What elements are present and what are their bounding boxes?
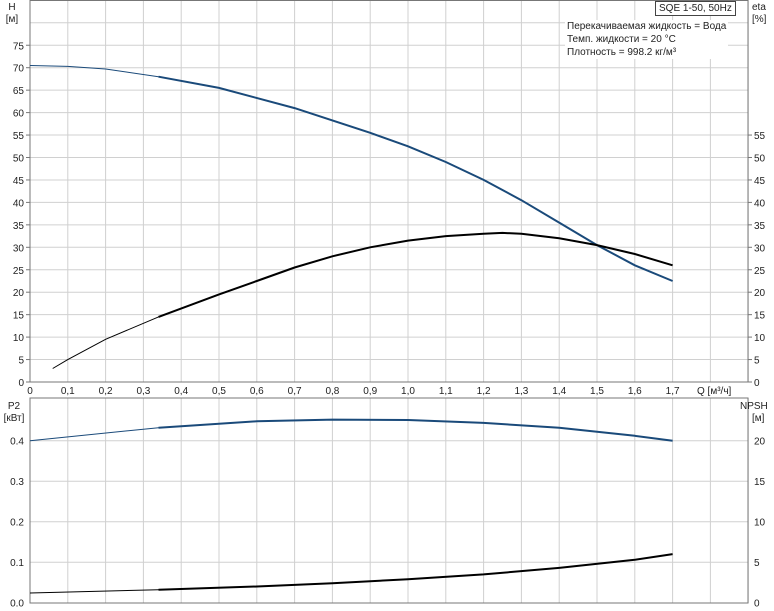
- x-tick: 1,2: [477, 386, 491, 397]
- x-tick: 0,7: [288, 386, 302, 397]
- y-tick-left: 15: [13, 311, 25, 322]
- y-tick-right: 15: [754, 311, 766, 322]
- y-axis-label-right: eta: [752, 2, 766, 13]
- model-label: SQE 1-50, 50Hz: [655, 1, 736, 16]
- y-tick-left: 10: [13, 333, 25, 344]
- power-curve-thin: [29, 427, 159, 442]
- y-tick-left: 0.4: [10, 437, 24, 448]
- y-tick-left: 0.0: [10, 599, 24, 610]
- y-tick-right: 10: [754, 518, 766, 529]
- x-tick: 0: [27, 386, 33, 397]
- y-tick-right: 35: [754, 221, 766, 232]
- y-tick-right: 5: [754, 356, 760, 367]
- y-axis-unit-right: [%]: [752, 14, 767, 25]
- y-tick-right: 50: [754, 154, 766, 165]
- x-tick: 0,3: [136, 386, 150, 397]
- top-plot-frame: [29, 0, 749, 383]
- fluid-legend: Перекачиваемая жидкость = Вода Темп. жид…: [565, 20, 729, 59]
- y-tick-right: 10: [754, 333, 766, 344]
- y-tick-left: 45: [13, 176, 25, 187]
- y-tick-left: 50: [13, 154, 25, 165]
- y-tick-right: 20: [754, 437, 766, 448]
- y-axis-label-right: NPSH: [740, 401, 768, 412]
- y-axis-unit-left: [м]: [6, 14, 19, 25]
- x-tick: 0,6: [250, 386, 264, 397]
- y-tick-left: 5: [18, 356, 24, 367]
- y-tick-left: 0: [18, 378, 24, 389]
- x-tick: 0,5: [212, 386, 226, 397]
- y-tick-left: 25: [13, 266, 25, 277]
- y-tick-right: 0: [754, 378, 760, 389]
- x-tick: 0,8: [325, 386, 339, 397]
- npsh-curve-thin: [29, 589, 159, 594]
- y-tick-right: 15: [754, 477, 766, 488]
- x-tick: 1,6: [628, 386, 642, 397]
- y-tick-left: 20: [13, 288, 25, 299]
- x-tick: 0,4: [174, 386, 188, 397]
- legend-line-density: Плотность = 998.2 кг/м³: [567, 47, 677, 58]
- y-tick-left: 75: [13, 41, 25, 52]
- y-tick-right: 30: [754, 243, 766, 254]
- efficiency-curve-thin: [52, 316, 159, 369]
- npsh-curve: [158, 553, 673, 591]
- legend-line-temp: Темп. жидкости = 20 °C: [567, 34, 676, 45]
- x-tick: 0,9: [363, 386, 377, 397]
- y-tick-left: 35: [13, 221, 25, 232]
- x-tick: 0,2: [99, 386, 113, 397]
- y-tick-right: 55: [754, 131, 766, 142]
- bottom-plot-frame: [29, 397, 749, 604]
- x-tick: 0,1: [61, 386, 75, 397]
- y-tick-right: 5: [754, 558, 760, 569]
- y-axis-label-left: P2: [8, 401, 21, 412]
- legend-line-fluid: Перекачиваемая жидкость = Вода: [567, 21, 727, 32]
- y-axis-unit-left: [кВт]: [4, 413, 25, 424]
- x-tick: 1,0: [401, 386, 415, 397]
- y-tick-right: 20: [754, 288, 766, 299]
- y-tick-left: 55: [13, 131, 25, 142]
- y-tick-left: 65: [13, 86, 25, 97]
- y-axis-unit-right: [м]: [752, 413, 765, 424]
- x-tick: 1,5: [590, 386, 604, 397]
- y-tick-right: 25: [754, 266, 766, 277]
- head-curve: [158, 75, 673, 282]
- x-axis-label: Q [м³/ч]: [697, 386, 732, 397]
- efficiency-curve: [158, 231, 673, 318]
- power-curve: [158, 418, 673, 442]
- head-curve-thin: [29, 65, 159, 78]
- y-tick-left: 40: [13, 198, 25, 209]
- x-tick: 1,3: [514, 386, 528, 397]
- y-tick-left: 60: [13, 109, 25, 120]
- y-axis-label-left: H: [8, 2, 15, 13]
- x-tick: 1,7: [666, 386, 680, 397]
- y-tick-left: 30: [13, 243, 25, 254]
- x-tick: 1,1: [439, 386, 453, 397]
- y-tick-right: 40: [754, 198, 766, 209]
- x-tick: 1,4: [552, 386, 566, 397]
- y-tick-left: 0.2: [10, 518, 24, 529]
- y-tick-left: 0.1: [10, 558, 24, 569]
- y-tick-left: 0.3: [10, 477, 24, 488]
- y-tick-right: 45: [754, 176, 766, 187]
- y-tick-left: 70: [13, 64, 25, 75]
- y-tick-right: 0: [754, 599, 760, 610]
